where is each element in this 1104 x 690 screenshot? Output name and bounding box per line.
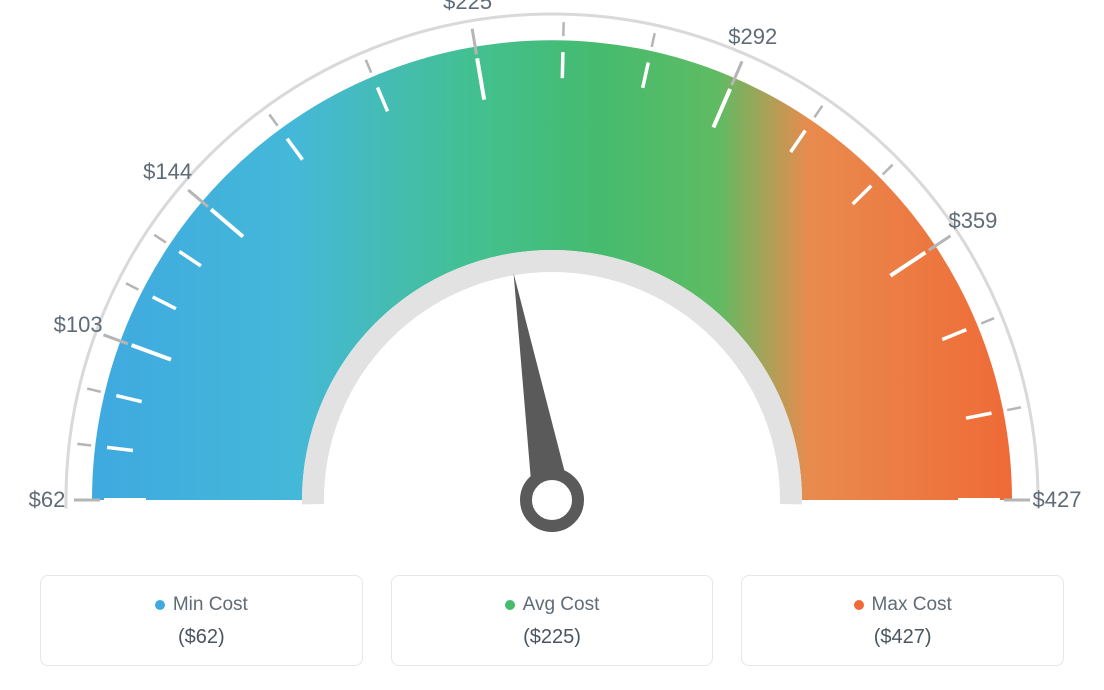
gauge-tick-label: $427 [1033, 487, 1082, 513]
legend-value-avg: ($225) [402, 626, 703, 649]
legend-dot-max [854, 600, 864, 610]
gauge-tick-label: $359 [948, 208, 997, 234]
legend-value-min: ($62) [51, 626, 352, 649]
legend-label-min: Min Cost [173, 594, 248, 616]
gauge-tick-label: $225 [443, 0, 492, 15]
legend-dot-min [155, 600, 165, 610]
legend-title-avg: Avg Cost [505, 594, 600, 616]
gauge-svg [0, 0, 1104, 560]
legend-row: Min Cost ($62) Avg Cost ($225) Max Cost … [40, 575, 1064, 666]
gauge-tick-label: $103 [54, 312, 103, 338]
legend-title-min: Min Cost [155, 594, 248, 616]
gauge-tick-label: $62 [29, 487, 66, 513]
legend-card-max: Max Cost ($427) [741, 575, 1064, 666]
gauge-tick-label: $144 [143, 159, 192, 185]
legend-dot-avg [505, 600, 515, 610]
legend-label-avg: Avg Cost [523, 594, 600, 616]
legend-label-max: Max Cost [872, 594, 952, 616]
legend-value-max: ($427) [752, 626, 1053, 649]
legend-title-max: Max Cost [854, 594, 952, 616]
legend-card-avg: Avg Cost ($225) [391, 575, 714, 666]
cost-gauge: $62 $103 $144 $225 $292 $359 $427 [0, 0, 1104, 560]
legend-card-min: Min Cost ($62) [40, 575, 363, 666]
gauge-tick-label: $292 [728, 24, 777, 50]
